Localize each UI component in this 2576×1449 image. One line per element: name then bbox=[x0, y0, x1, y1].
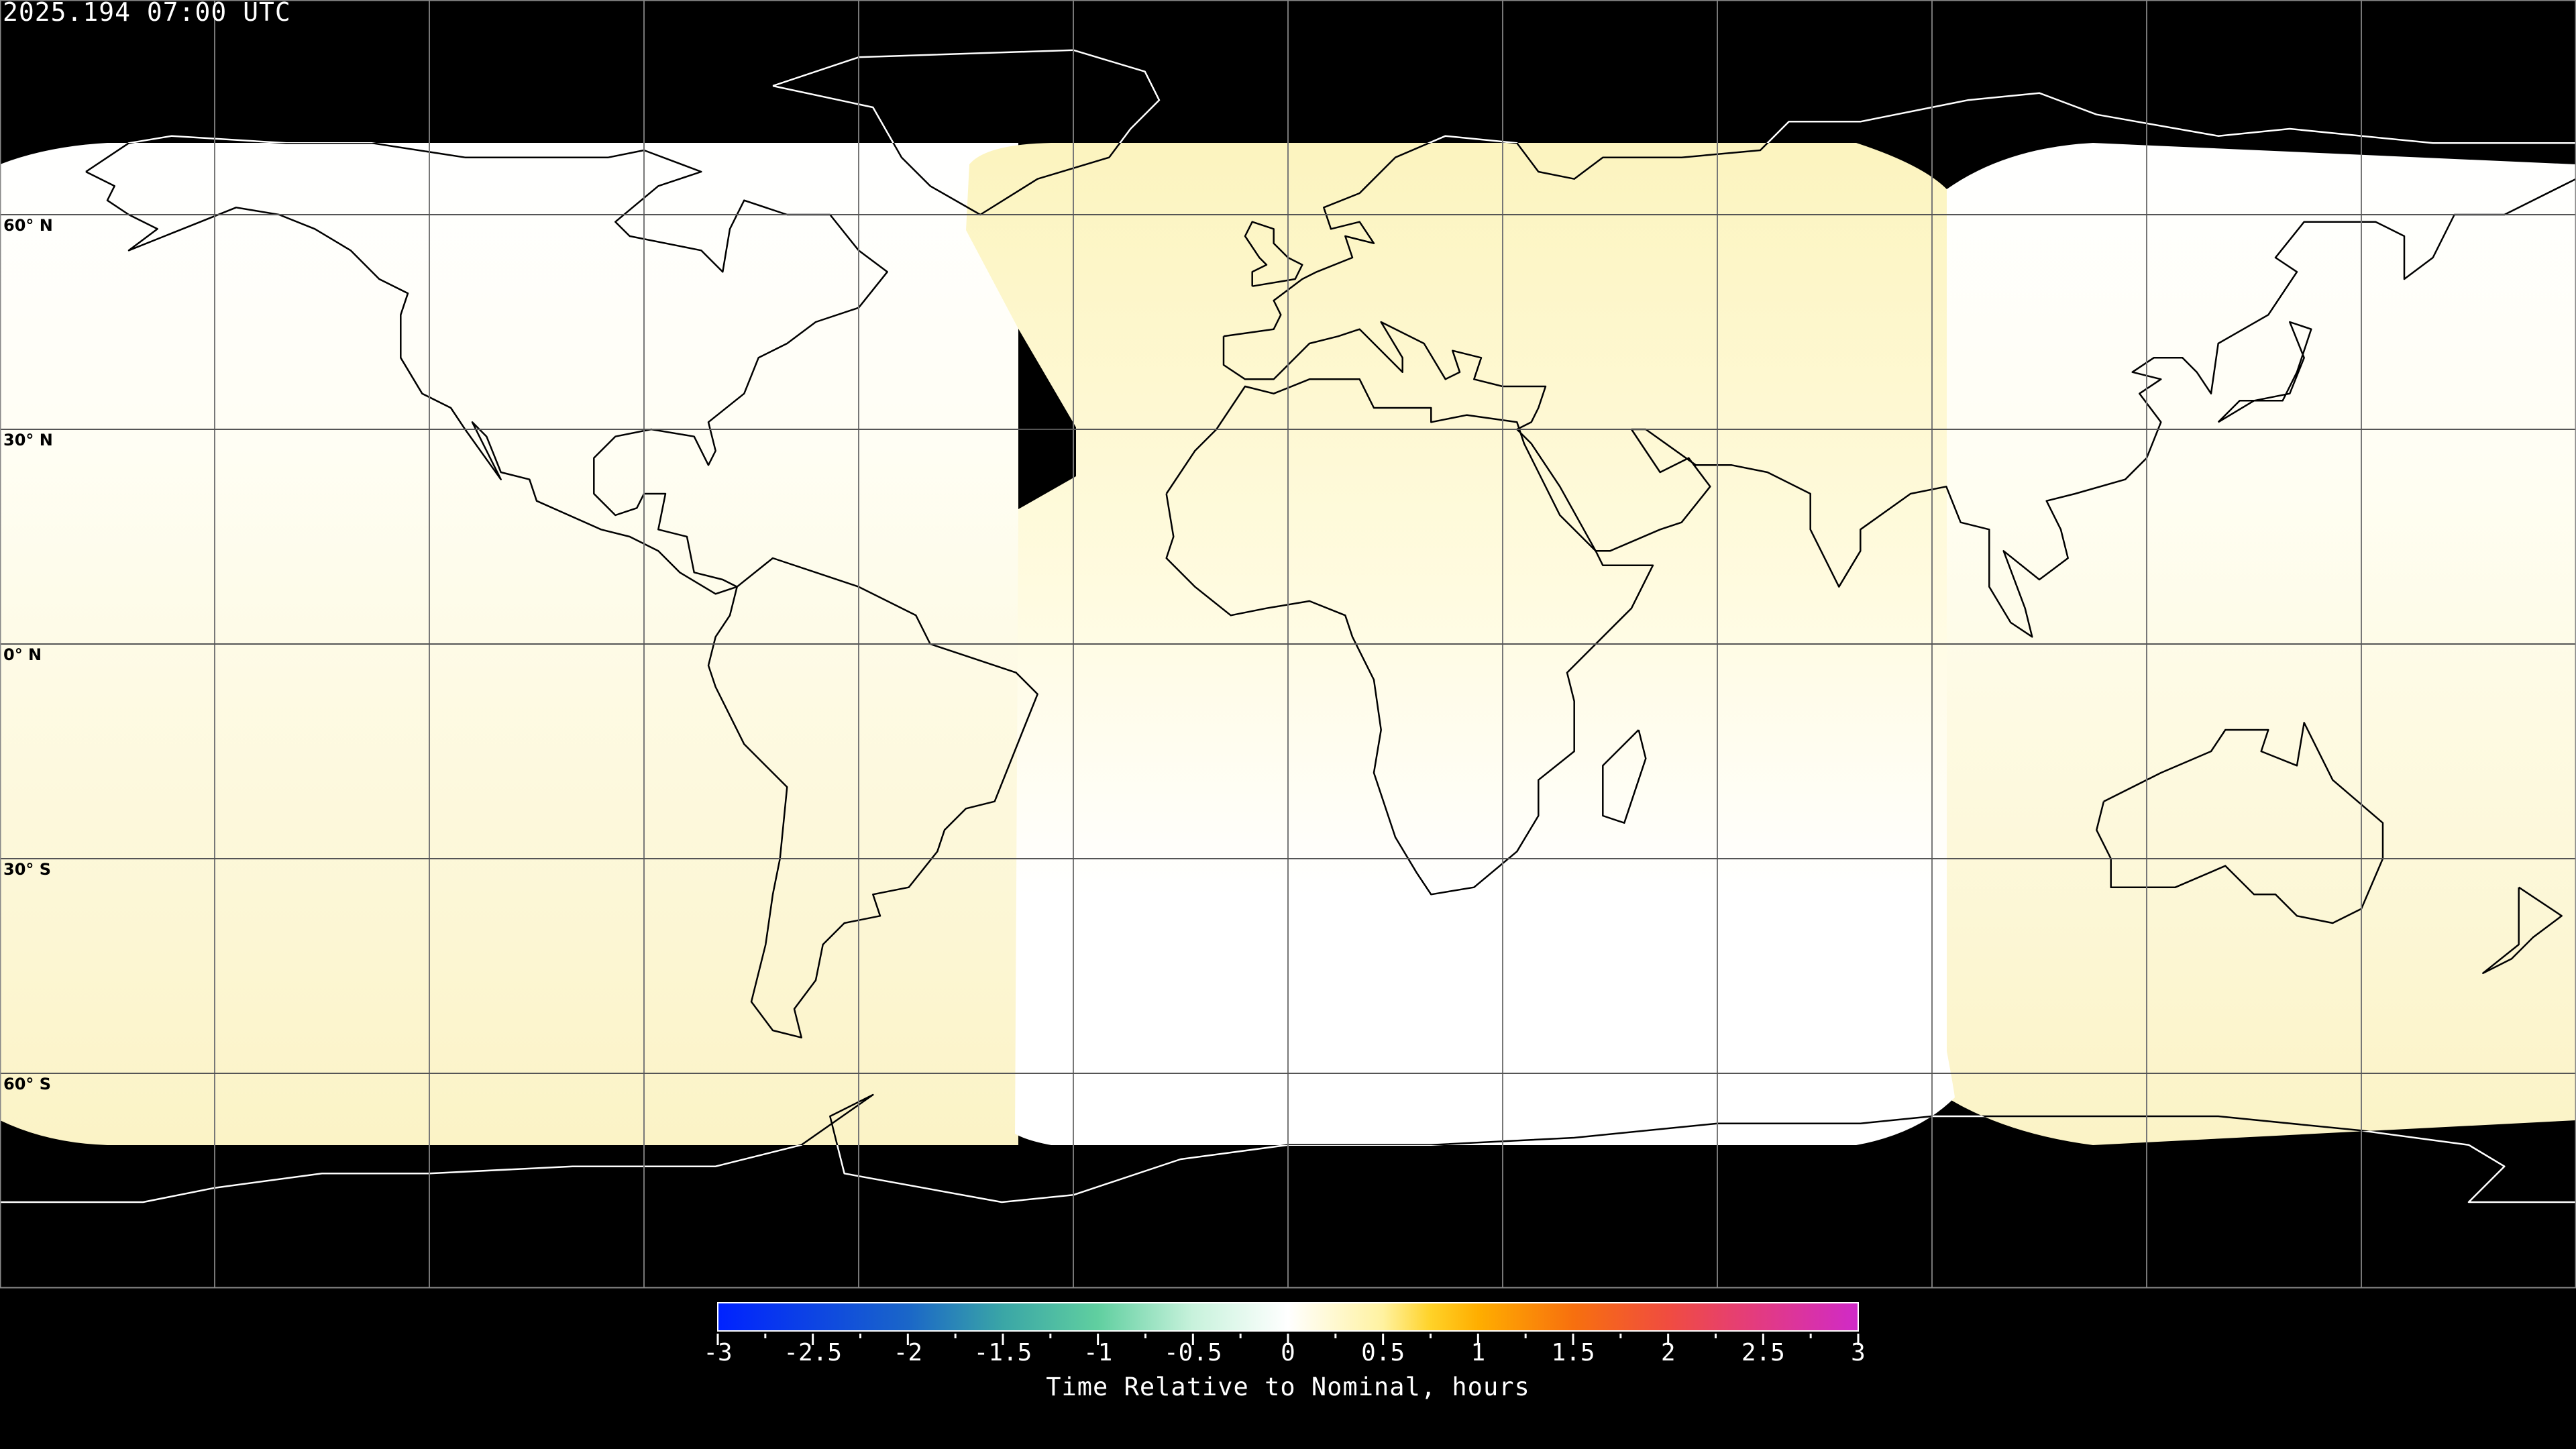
lat-label-30n: 30° N bbox=[3, 431, 53, 449]
colorbar-tick-label: 0 bbox=[1281, 1339, 1295, 1366]
lat-label-0n: 0° N bbox=[3, 645, 42, 664]
timestamp-title: 2025.194 07:00 UTC bbox=[3, 0, 291, 27]
colorbar-tick-label: -0.5 bbox=[1163, 1339, 1222, 1366]
colorbar-tick-label: -2.5 bbox=[784, 1339, 843, 1366]
coastline-madagascar bbox=[1602, 729, 1647, 824]
colorbar-ticks bbox=[716, 1334, 1860, 1345]
coastline-japan bbox=[2217, 321, 2312, 423]
lat-label-30s: 30° S bbox=[3, 860, 52, 879]
colorbar-tick-label: -3 bbox=[703, 1339, 733, 1366]
coastline-south-america bbox=[707, 557, 1038, 1038]
coastlines-on-data bbox=[0, 143, 2576, 1145]
colorbar-tick-label: 1 bbox=[1470, 1339, 1486, 1366]
colorbar-tick-label: 2 bbox=[1660, 1339, 1676, 1366]
colorbar-tick-label: 1.5 bbox=[1551, 1339, 1595, 1366]
graticule bbox=[0, 0, 2576, 1288]
coastline-north-america bbox=[85, 143, 888, 595]
colorbar-tick-label: 3 bbox=[1851, 1339, 1866, 1366]
colorbar-tick-label: -1.5 bbox=[973, 1339, 1032, 1366]
colorbar-tick-label: -1 bbox=[1083, 1339, 1113, 1366]
colorbar bbox=[717, 1302, 1859, 1332]
colorbar-title: Time Relative to Nominal, hours bbox=[1046, 1373, 1530, 1401]
coastline-britain bbox=[1244, 221, 1303, 287]
colorbar-tick-label: 2.5 bbox=[1741, 1339, 1785, 1366]
coastline-greenland bbox=[772, 143, 1161, 216]
coastline-new-zealand bbox=[2482, 886, 2563, 974]
colorbar-tick-label: -2 bbox=[893, 1339, 923, 1366]
coastline-australia bbox=[2096, 722, 2384, 924]
lat-label-60n: 60° N bbox=[3, 216, 53, 235]
coastline-antarctica bbox=[0, 1093, 2576, 1145]
coastline-africa bbox=[1165, 378, 1654, 896]
lat-label-60s: 60° S bbox=[3, 1075, 52, 1093]
colorbar-tick-label: 0.5 bbox=[1361, 1339, 1405, 1366]
